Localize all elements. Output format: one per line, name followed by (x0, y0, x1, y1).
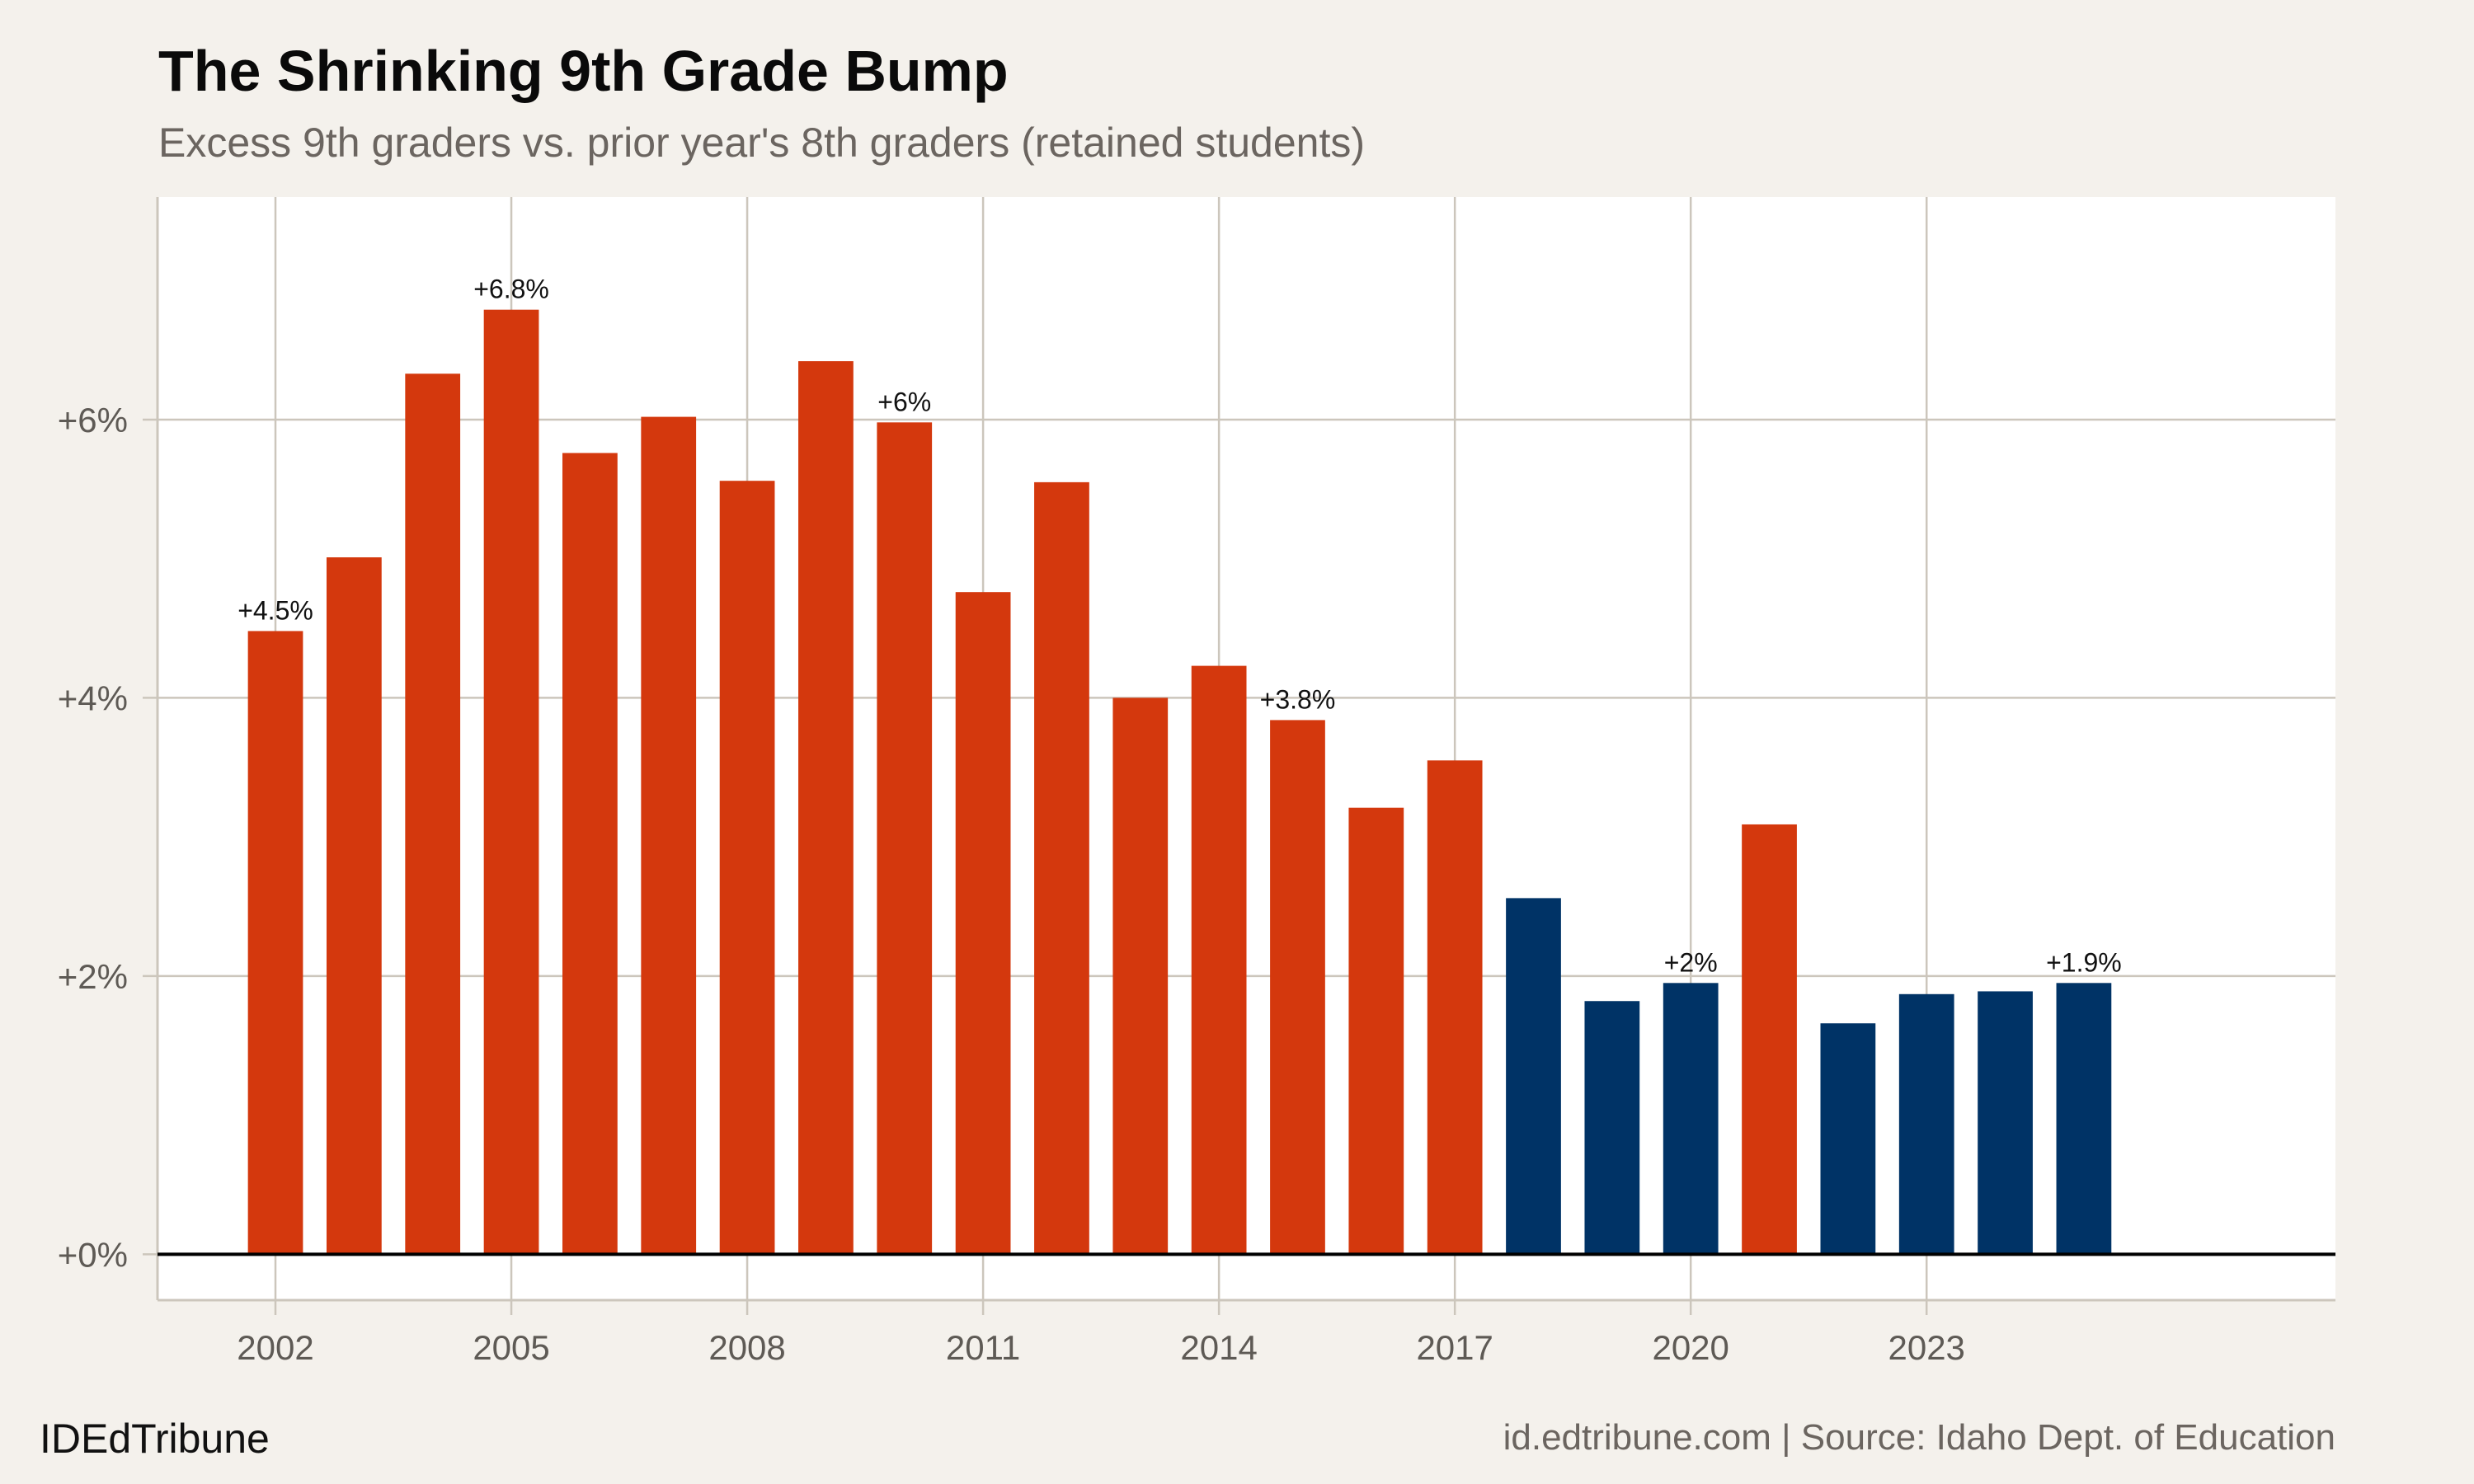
x-tick-label: 2014 (1180, 1328, 1257, 1367)
x-tick-label: 2008 (708, 1328, 785, 1367)
chart-subtitle: Excess 9th graders vs. prior year's 8th … (158, 120, 1365, 166)
bars (247, 309, 2112, 1255)
bar-2012 (1034, 481, 1089, 1255)
bar-2023 (1898, 993, 1954, 1255)
bar-2005 (483, 309, 539, 1255)
data-labels: +4.5% +6.8% +6% +3.8% +2% +1.9% (238, 275, 2122, 978)
data-label-2015: +3.8% (1260, 684, 1336, 714)
bar-2016 (1348, 807, 1404, 1255)
x-tick-label: 2020 (1652, 1328, 1729, 1367)
bar-2024 (1978, 991, 2033, 1255)
chart-title: The Shrinking 9th Grade Bump (158, 39, 1009, 103)
bar-2025 (2056, 983, 2112, 1255)
bar-2008 (719, 481, 775, 1255)
bar-2003 (326, 557, 382, 1255)
source-note: id.edtribune.com | Source: Idaho Dept. o… (1503, 1417, 2335, 1458)
data-label-2020: +2% (1664, 947, 1718, 977)
y-tick-label: +4% (58, 679, 128, 717)
bar-2022 (1820, 1023, 1876, 1255)
bar-2021 (1742, 824, 1797, 1255)
x-tick-label: 2002 (237, 1328, 313, 1367)
data-label-2025: +1.9% (2046, 947, 2122, 977)
bar-2006 (562, 453, 618, 1255)
x-tick-label: 2023 (1888, 1328, 1964, 1367)
x-tick-label: 2017 (1416, 1328, 1493, 1367)
bar-2011 (955, 592, 1011, 1255)
bar-2018 (1506, 898, 1561, 1255)
bar-2015 (1270, 720, 1325, 1255)
y-tick-label: +2% (58, 957, 128, 996)
y-tick-label: +0% (58, 1235, 128, 1274)
x-tick-label: 2011 (946, 1328, 1020, 1367)
bar-2007 (641, 416, 697, 1255)
bar-2019 (1584, 1001, 1640, 1255)
bar-2002 (247, 631, 303, 1255)
bar-2013 (1112, 697, 1169, 1255)
axes: +0% +2% +4% +6% 2002 2005 2008 2011 2014 2017 2020… (58, 197, 2335, 1367)
data-label-2002: +4.5% (238, 595, 313, 625)
bar-2010 (877, 422, 933, 1255)
y-tick-label: +6% (58, 401, 128, 439)
bar-2004 (405, 373, 461, 1255)
bar-2020 (1663, 983, 1719, 1255)
data-label-2005: +6.8% (473, 275, 549, 304)
data-label-2010: +6% (877, 387, 931, 416)
x-tick-label: 2005 (473, 1328, 549, 1367)
bar-2017 (1427, 760, 1483, 1255)
bar-2014 (1191, 665, 1247, 1255)
bar-2009 (798, 361, 854, 1255)
brand-logo-text: IDEdTribune (40, 1416, 270, 1462)
